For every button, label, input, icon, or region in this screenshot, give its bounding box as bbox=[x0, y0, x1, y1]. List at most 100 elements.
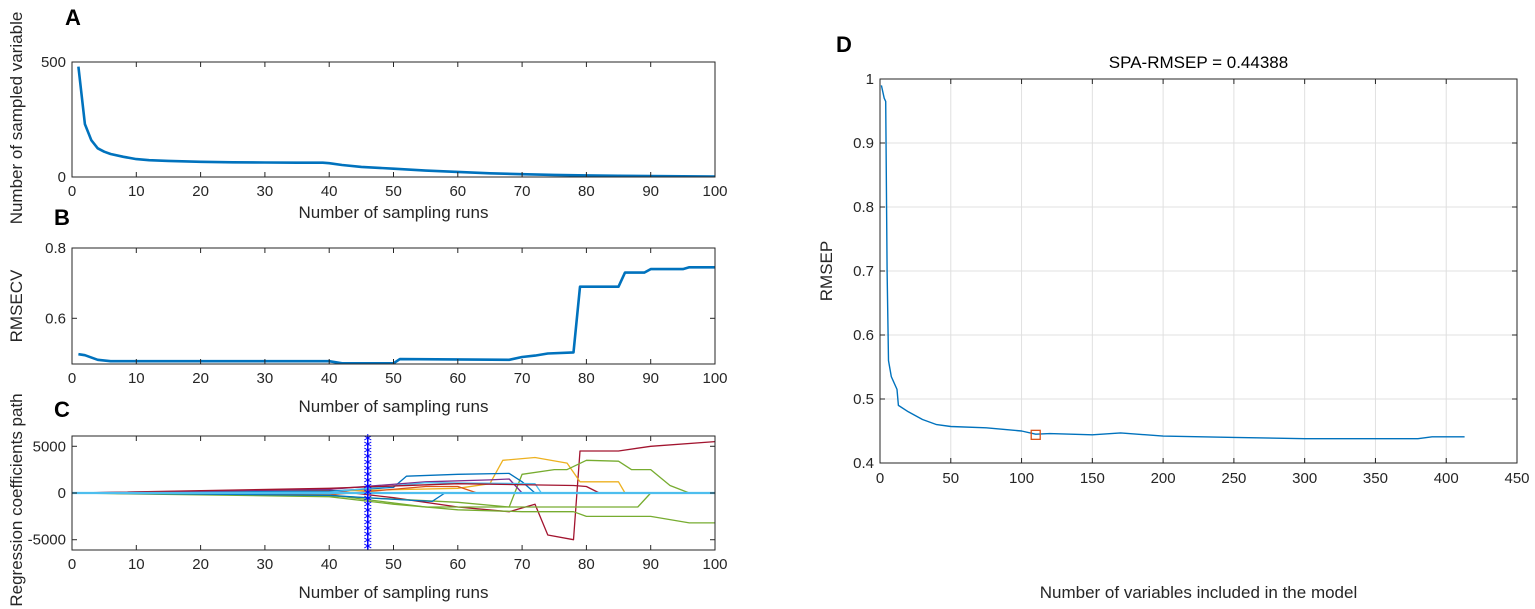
y-tick-label: 0.6 bbox=[45, 310, 66, 327]
y-axis-label: RMSEP bbox=[817, 241, 836, 301]
x-tick-label: 80 bbox=[578, 183, 595, 200]
asterisk-stroke bbox=[364, 435, 372, 441]
asterisk-stroke bbox=[364, 519, 372, 525]
panel-label: B bbox=[54, 205, 70, 230]
x-tick-label: 70 bbox=[514, 370, 531, 387]
series-line-RMSECV bbox=[78, 265, 715, 364]
asterisk-stroke bbox=[364, 459, 372, 465]
y-tick-label: 0.7 bbox=[853, 263, 874, 280]
x-tick-label: 50 bbox=[942, 470, 959, 487]
asterisk-stroke bbox=[364, 453, 372, 459]
selected-point-marker bbox=[1030, 429, 1041, 440]
x-tick-label: 100 bbox=[1009, 470, 1034, 487]
x-tick-label: 100 bbox=[702, 556, 727, 573]
x-axis-label: Number of sampling runs bbox=[299, 397, 489, 416]
series-line-RMSEP bbox=[880, 85, 1465, 440]
chart-title: SPA-RMSEP = 0.44388 bbox=[1109, 53, 1288, 72]
x-tick-label: 450 bbox=[1504, 470, 1529, 487]
plot-area bbox=[880, 85, 1465, 440]
x-tick-label: 60 bbox=[449, 370, 466, 387]
panel-label: C bbox=[54, 397, 70, 422]
x-tick-label: 150 bbox=[1080, 470, 1105, 487]
y-axis-label: RMSECV bbox=[7, 269, 26, 342]
y-axis-label: Regression coefficients path bbox=[7, 393, 26, 606]
x-tick-label: 0 bbox=[876, 470, 884, 487]
series-line-coef-2 bbox=[72, 456, 715, 494]
x-tick-label: 60 bbox=[449, 556, 466, 573]
x-tick-label: 50 bbox=[385, 183, 402, 200]
x-tick-label: 0 bbox=[68, 370, 76, 387]
y-tick-label: 1 bbox=[866, 71, 874, 88]
panel-label: D bbox=[836, 32, 852, 57]
x-tick-label: 20 bbox=[192, 183, 209, 200]
x-tick-label: 90 bbox=[642, 183, 659, 200]
x-tick-label: 350 bbox=[1363, 470, 1388, 487]
y-axis-label: Number of sampled variable bbox=[7, 12, 26, 225]
series-line-coef-5 bbox=[72, 492, 715, 508]
x-axis-label: Number of sampling runs bbox=[299, 583, 489, 602]
panel-d: D 0 50 100 150 200 250 300 350 400 450 0.4 0.5 0.6 0.7… bbox=[817, 32, 1530, 602]
panel-b: B 0 10 20 30 40 50 60 70 80 90 100 0.6 0.8 Number of s… bbox=[7, 205, 728, 416]
x-tick-label: 40 bbox=[321, 370, 338, 387]
asterisk-stroke bbox=[364, 447, 372, 453]
asterisk-stroke bbox=[364, 471, 372, 477]
x-tick-label: 90 bbox=[642, 556, 659, 573]
x-tick-label: 80 bbox=[578, 556, 595, 573]
x-tick-label: 300 bbox=[1292, 470, 1317, 487]
asterisk-stroke bbox=[364, 477, 372, 483]
asterisk-stroke bbox=[364, 507, 372, 513]
panel-c: C0 10 20 30 40 50 60 70 80 90 100-500005000Number … bbox=[7, 393, 728, 606]
y-tick-label: 0.8 bbox=[853, 199, 874, 216]
plot-area bbox=[72, 440, 715, 541]
x-tick-label: 200 bbox=[1151, 470, 1176, 487]
asterisk-stroke bbox=[364, 465, 372, 471]
y-tick-label: 0.4 bbox=[853, 455, 874, 472]
x-tick-label: 10 bbox=[128, 556, 145, 573]
x-tick-label: 0 bbox=[68, 183, 76, 200]
y-tick-label: 0.6 bbox=[853, 327, 874, 344]
x-tick-label: 30 bbox=[257, 556, 274, 573]
series-line-coef-3 bbox=[72, 459, 715, 508]
asterisk-stroke bbox=[364, 441, 372, 447]
y-tick-label: 0.9 bbox=[853, 135, 874, 152]
y-tick-label: 0 bbox=[58, 169, 66, 186]
x-tick-label: 10 bbox=[128, 183, 145, 200]
x-tick-label: 50 bbox=[385, 370, 402, 387]
plot-area bbox=[78, 265, 715, 364]
x-tick-label: 90 bbox=[642, 370, 659, 387]
optimal-run-asterisk-marker bbox=[364, 542, 372, 550]
x-tick-label: 400 bbox=[1434, 470, 1459, 487]
x-tick-label: 80 bbox=[578, 370, 595, 387]
x-tick-label: 30 bbox=[257, 370, 274, 387]
y-tick-label: 0.8 bbox=[45, 240, 66, 257]
asterisk-stroke bbox=[364, 537, 372, 543]
asterisk-stroke bbox=[364, 525, 372, 531]
x-tick-label: 40 bbox=[321, 183, 338, 200]
series-line-sampled-variables bbox=[77, 66, 715, 177]
panel-a: A 0 10 20 30 40 50 60 70 80 90 100 0 500 Number of sam… bbox=[7, 5, 728, 224]
y-tick-label: 0 bbox=[58, 485, 66, 502]
panel-label: A bbox=[65, 5, 81, 30]
series-line-coef-4 bbox=[72, 492, 715, 524]
x-tick-label: 100 bbox=[702, 370, 727, 387]
x-tick-label: 20 bbox=[192, 370, 209, 387]
x-axis-label: Number of sampling runs bbox=[299, 203, 489, 222]
series-line-coef-10 bbox=[72, 483, 600, 494]
asterisk-stroke bbox=[364, 489, 372, 495]
x-axis-label: Number of variables included in the mode… bbox=[1040, 583, 1358, 602]
x-tick-label: 60 bbox=[449, 183, 466, 200]
y-tick-label: -5000 bbox=[28, 532, 66, 549]
asterisk-stroke bbox=[364, 483, 372, 489]
x-tick-label: 30 bbox=[257, 183, 274, 200]
axes-box bbox=[71, 247, 716, 365]
x-tick-label: 250 bbox=[1221, 470, 1246, 487]
x-tick-label: 100 bbox=[702, 183, 727, 200]
asterisk-stroke bbox=[364, 543, 372, 549]
x-tick-label: 10 bbox=[128, 370, 145, 387]
plot-area bbox=[77, 66, 715, 177]
asterisk-stroke bbox=[364, 531, 372, 537]
x-tick-label: 40 bbox=[321, 556, 338, 573]
asterisk-stroke bbox=[364, 513, 372, 519]
x-tick-label: 70 bbox=[514, 556, 531, 573]
